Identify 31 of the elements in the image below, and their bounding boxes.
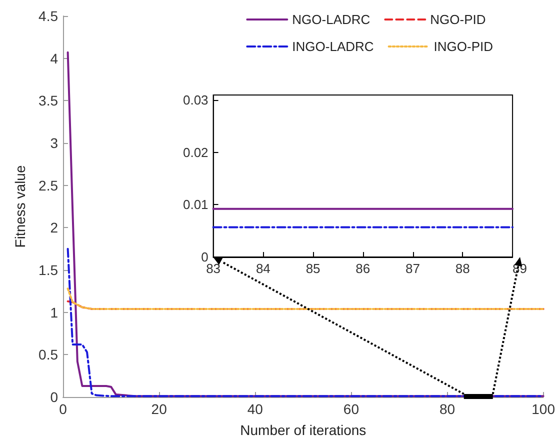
legend-label: NGO-PID <box>430 12 486 27</box>
y-tick-label: 2.5 <box>38 177 58 194</box>
x-tick-label: 84 <box>256 261 270 276</box>
x-tick-label: 85 <box>306 261 320 276</box>
y-tick-label: 0 <box>50 389 58 405</box>
y-axis-title: Fitness value <box>12 165 28 248</box>
legend-label: INGO-LADRC <box>292 39 374 54</box>
y-tick-label: 0.02 <box>182 144 208 160</box>
x-tick-label: 60 <box>343 401 360 417</box>
legend-label: NGO-LADRC <box>292 12 370 27</box>
y-tick-label: 1 <box>50 304 58 320</box>
y-tick-label: 3.5 <box>38 92 58 109</box>
y-tick-label: 2 <box>50 220 58 236</box>
x-tick-label: 20 <box>151 401 168 417</box>
x-tick-label: 100 <box>532 401 556 417</box>
y-tick-label: 0.5 <box>38 346 58 363</box>
x-tick-label: 40 <box>247 401 264 417</box>
y-tick-label: 0 <box>201 250 208 264</box>
x-tick-label: 87 <box>406 261 420 276</box>
y-tick-label: 4.5 <box>38 8 58 24</box>
y-tick-label: 0.01 <box>182 197 208 212</box>
x-tick-label: 88 <box>455 261 470 276</box>
y-tick-label: 3 <box>50 135 58 151</box>
y-tick-label: 1.5 <box>38 262 58 278</box>
x-tick-label: 80 <box>439 401 456 417</box>
legend-label: INGO-PID <box>434 39 494 54</box>
y-tick-label: 4 <box>50 50 58 66</box>
y-tick-label: 0.03 <box>182 92 208 108</box>
x-axis-title: Number of iterations <box>240 422 366 438</box>
x-tick-label: 83 <box>206 261 221 276</box>
x-tick-label: 86 <box>356 261 370 276</box>
